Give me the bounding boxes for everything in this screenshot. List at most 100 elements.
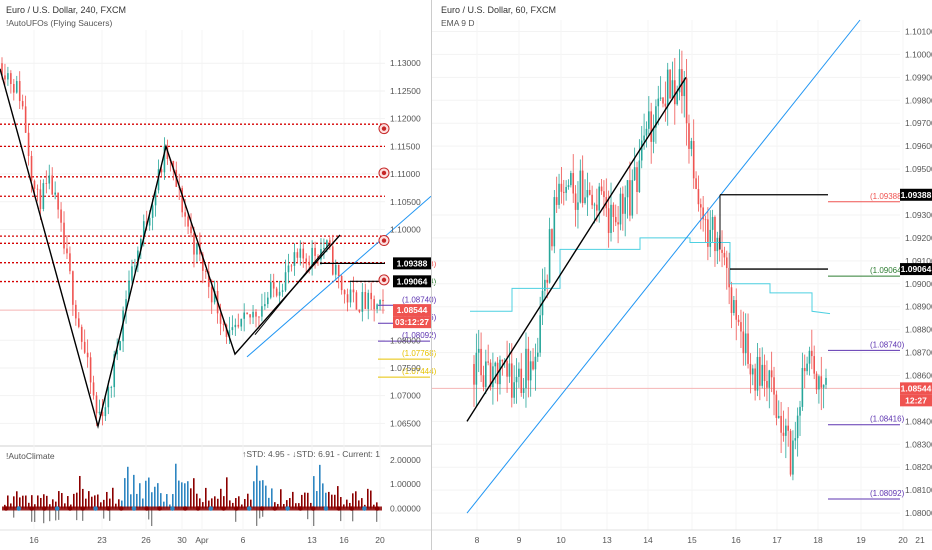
climate-bar <box>55 501 57 509</box>
candle-body <box>664 103 667 107</box>
candle-body <box>659 97 662 99</box>
climate-bar <box>370 490 372 509</box>
price-tick-label: 1.13000 <box>390 58 421 68</box>
price-tick-label: 1.10100 <box>905 26 932 36</box>
climate-bar <box>115 503 117 509</box>
climate-bar <box>166 494 168 509</box>
ema-line <box>470 237 831 315</box>
time-tick-label: 8 <box>475 535 480 545</box>
candle-body <box>252 311 254 318</box>
candle-body <box>744 333 747 354</box>
candle-body <box>801 367 804 407</box>
candle-body <box>820 376 823 388</box>
climate-bar <box>49 504 51 509</box>
candle-body <box>532 361 534 370</box>
candle-body <box>358 309 361 312</box>
candle-body <box>640 140 643 161</box>
right-price-axis[interactable]: 1.10100 1.10000 1.09900 1.09800 1.09700 1.096… <box>900 26 932 518</box>
candle-body <box>815 373 818 390</box>
climate-dot <box>298 506 303 511</box>
climate-bar <box>67 496 69 509</box>
price-tag-text: 1.09064 <box>901 264 932 274</box>
candle-body <box>633 167 636 181</box>
climate-bar <box>28 502 30 509</box>
candle-body <box>302 248 305 259</box>
level-label: (1.08740) <box>870 340 905 349</box>
candle-body <box>1 63 3 76</box>
candle-body <box>24 106 27 133</box>
candle-body <box>624 197 626 214</box>
candle-body <box>584 197 586 203</box>
climate-bar <box>133 474 135 509</box>
climate-bar <box>16 491 18 509</box>
candle-body <box>278 291 281 296</box>
climate-bar <box>268 497 270 509</box>
time-tick-label: 21 <box>915 535 925 545</box>
candle-body <box>683 78 686 97</box>
candle-body <box>151 205 154 218</box>
right-time-axis[interactable]: 8 9 10 13 14 15 16 17 18 19 20 21 <box>475 535 925 545</box>
time-tick-label: 23 <box>97 535 107 545</box>
left-time-axis[interactable]: 16 23 26 30 Apr 6 13 16 20 <box>29 535 385 545</box>
climate-bar <box>313 476 315 509</box>
climate-bar <box>187 481 189 509</box>
climate-bar <box>139 483 141 509</box>
climate-bar <box>163 501 165 509</box>
price-tick-label: 1.08900 <box>905 302 932 312</box>
climate-bar <box>103 499 105 509</box>
candle-body <box>202 254 204 271</box>
osc-tick-label: 2.00000 <box>390 455 421 465</box>
osc-tick-label: 0.00000 <box>390 504 421 514</box>
climate-bar <box>271 488 273 509</box>
left-price-axis[interactable]: 1.13000 1.12500 1.12000 1.11500 1.11000 1.105… <box>390 58 431 514</box>
price-tick-label: 1.09800 <box>905 95 932 105</box>
candle-body <box>617 222 619 225</box>
climate-bar <box>193 478 195 509</box>
candle-body <box>77 318 80 327</box>
candle-body <box>63 222 65 249</box>
candle-body <box>610 204 612 233</box>
ufo-icon-core <box>381 170 387 176</box>
price-tick-label: 1.09200 <box>905 233 932 243</box>
candle-body <box>163 146 166 173</box>
climate-bar <box>178 480 180 509</box>
climate-bar <box>226 477 228 509</box>
candle-body <box>721 249 723 253</box>
climate-bar <box>10 503 12 509</box>
candle-body <box>579 170 582 203</box>
price-tick-label: 1.07500 <box>390 363 421 373</box>
candle-body <box>536 352 539 357</box>
candle-body <box>334 264 337 275</box>
climate-bar <box>175 463 177 509</box>
candle-body <box>204 270 207 272</box>
candle-body <box>482 375 485 387</box>
climate-bar <box>232 502 234 509</box>
candle-body <box>770 370 773 378</box>
candle-body <box>86 352 89 358</box>
candle-body <box>534 356 537 370</box>
candle-body <box>255 311 257 317</box>
candle-body <box>799 406 801 416</box>
right-gridlines <box>432 20 904 530</box>
candle-body <box>716 237 719 252</box>
candle-body <box>728 267 730 288</box>
candle-body <box>379 299 381 305</box>
candle-body <box>671 80 674 99</box>
candle-body <box>492 366 494 388</box>
candle-body <box>596 204 598 211</box>
price-tick-label: 1.07000 <box>390 391 421 401</box>
climate-bar <box>223 496 225 509</box>
price-tick-label: 1.09600 <box>905 141 932 151</box>
candle-body <box>735 300 738 320</box>
climate-bar <box>199 498 201 509</box>
climate-dot <box>323 506 329 511</box>
candle-body <box>246 312 248 315</box>
candle-body <box>326 240 328 248</box>
candle-body <box>193 233 195 255</box>
candle-body <box>51 175 54 195</box>
climate-bar <box>58 491 60 509</box>
oscillator-title: !AutoClimate <box>6 451 55 461</box>
candle-body <box>707 219 709 247</box>
candle-body <box>128 280 130 300</box>
candle-body <box>588 189 591 195</box>
